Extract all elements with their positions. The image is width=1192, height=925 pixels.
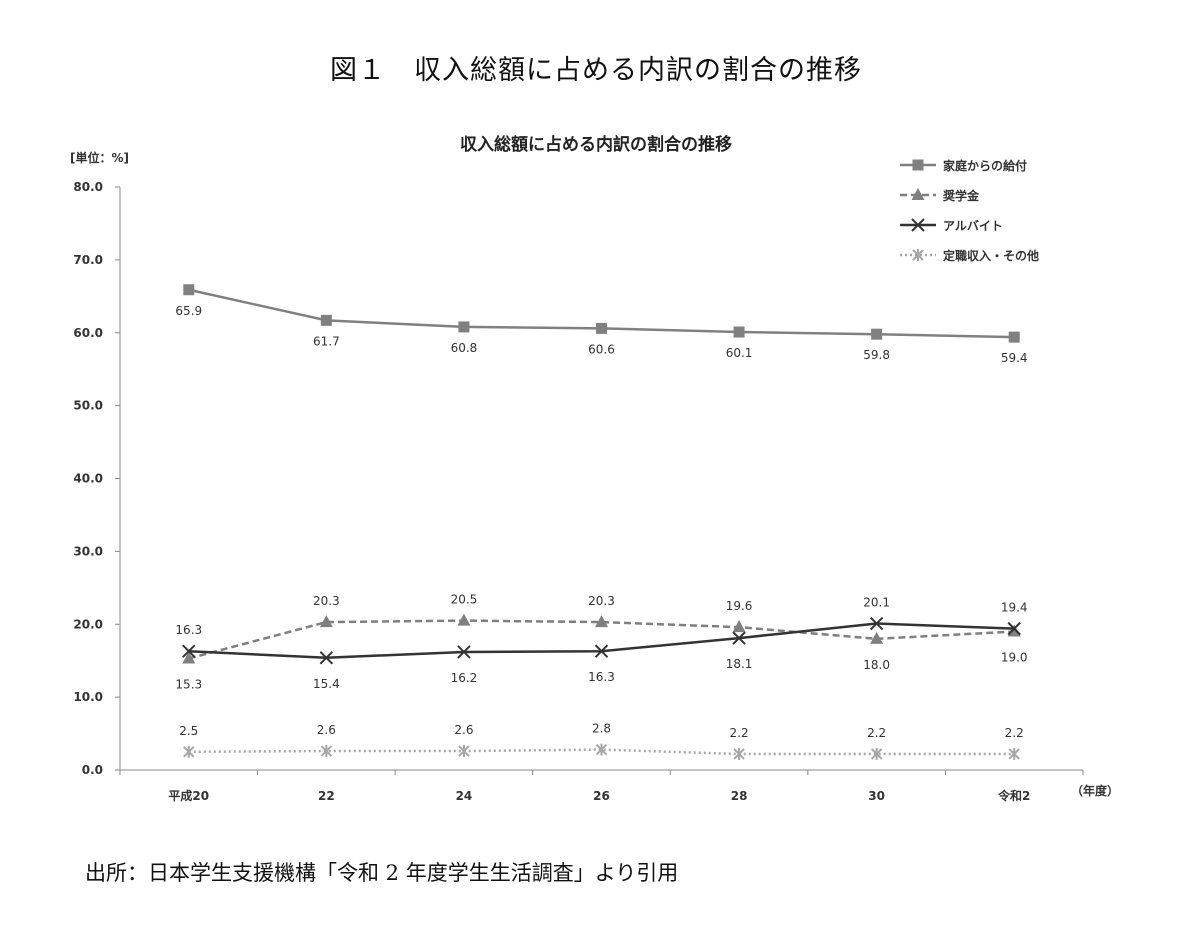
figure-title: 図１ 収入総額に占める内訳の割合の推移 — [330, 55, 862, 86]
data-point — [1008, 747, 1020, 760]
data-label: 2.8 — [592, 722, 611, 736]
data-point — [319, 651, 334, 665]
data-label: 15.3 — [175, 678, 202, 692]
data-point — [869, 616, 884, 631]
x-tick-label: 28 — [731, 789, 748, 803]
y-tick-label: 40.0 — [73, 472, 103, 486]
data-point — [457, 645, 471, 659]
data-point — [183, 284, 195, 296]
legend-label: 奨学金 — [942, 188, 980, 203]
x-tick-label: 令和2 — [997, 788, 1030, 803]
data-point — [183, 745, 195, 758]
data-point — [457, 613, 471, 626]
data-label: 19.6 — [726, 599, 753, 613]
data-point — [319, 615, 333, 628]
data-point — [1007, 624, 1021, 637]
x-tick-label: 22 — [318, 789, 335, 803]
legend-marker — [911, 188, 925, 200]
data-point — [596, 322, 607, 334]
data-label: 19.0 — [1001, 651, 1028, 665]
legend-label: 家庭からの給付 — [943, 158, 1027, 173]
data-point — [320, 745, 333, 758]
data-label: 15.4 — [313, 677, 340, 691]
data-label: 2.2 — [867, 726, 886, 740]
data-point — [732, 620, 746, 633]
y-tick-label: 0.0 — [82, 763, 103, 777]
data-label: 16.2 — [451, 671, 478, 685]
legend-marker — [911, 218, 925, 232]
y-tick-label: 30.0 — [73, 544, 103, 558]
data-label: 60.8 — [451, 341, 478, 355]
y-tick-label: 50.0 — [73, 399, 103, 413]
legend-label: 定職収入・その他 — [943, 248, 1039, 263]
y-tick-label: 20.0 — [73, 617, 103, 631]
data-point — [733, 747, 745, 760]
data-label: 20.1 — [863, 596, 890, 610]
data-label: 65.9 — [175, 304, 202, 318]
legend-marker — [912, 159, 924, 171]
y-tick-label: 80.0 — [73, 180, 103, 194]
data-label: 18.0 — [863, 658, 890, 672]
data-point — [594, 644, 609, 658]
data-label: 2.6 — [454, 723, 473, 737]
x-tick-label: 30 — [868, 789, 885, 803]
data-label: 2.2 — [1005, 726, 1024, 740]
data-point — [871, 328, 883, 340]
y-tick-label: 70.0 — [73, 253, 103, 267]
data-label: 60.1 — [726, 346, 753, 360]
data-label: 2.2 — [730, 726, 749, 740]
data-label: 60.6 — [588, 342, 615, 356]
legend-marker — [912, 249, 924, 261]
data-point — [320, 314, 332, 326]
source-note: 出所：日本学生支援機構「令和 2 年度学生生活調査」より引用 — [85, 861, 679, 885]
legend-label: アルバイト — [943, 219, 1003, 233]
data-point — [870, 747, 883, 760]
data-point — [458, 321, 470, 333]
data-label: 19.4 — [1001, 601, 1028, 615]
y-tick-label: 60.0 — [73, 326, 103, 340]
data-label: 16.3 — [175, 623, 202, 637]
data-label: 2.5 — [179, 724, 198, 738]
data-label: 20.3 — [313, 594, 340, 608]
data-point — [595, 743, 608, 756]
data-label: 2.6 — [317, 723, 336, 737]
data-label: 18.1 — [726, 657, 753, 671]
data-label: 59.8 — [863, 348, 890, 362]
data-point — [1007, 621, 1021, 636]
y-tick-label: 10.0 — [73, 690, 103, 704]
data-point — [732, 631, 746, 645]
y-axis-unit: [単位：%] — [70, 150, 129, 165]
data-label: 61.7 — [313, 334, 340, 348]
data-label: 16.3 — [588, 670, 615, 684]
series-line-2 — [188, 622, 1015, 660]
data-label: 59.4 — [1001, 351, 1028, 365]
data-point — [1008, 331, 1020, 343]
x-tick-label: 24 — [456, 789, 473, 803]
data-point — [182, 651, 196, 664]
data-point — [458, 745, 470, 758]
x-tick-label: 26 — [593, 789, 610, 803]
data-point — [870, 631, 884, 644]
data-point — [595, 615, 608, 628]
data-point — [182, 644, 196, 658]
data-label: 20.5 — [451, 593, 478, 607]
chart-title: 収入総額に占める内訳の割合の推移 — [460, 134, 732, 155]
x-axis-label: （年度） — [1071, 783, 1119, 798]
data-point — [733, 326, 745, 338]
data-label: 20.3 — [588, 594, 615, 608]
x-tick-label: 平成20 — [168, 788, 209, 803]
